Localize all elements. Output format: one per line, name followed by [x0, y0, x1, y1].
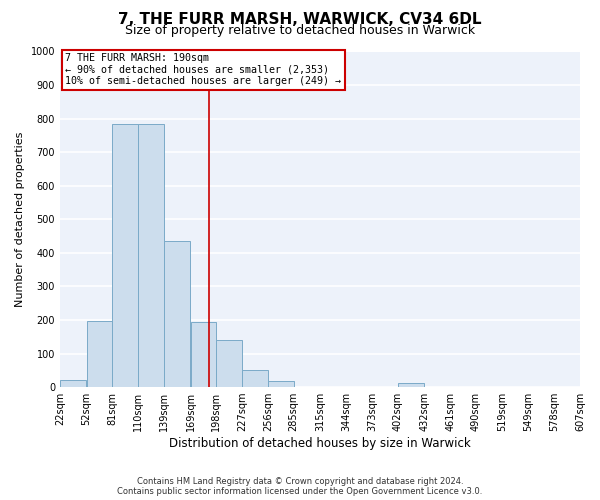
Bar: [242, 370, 268, 387]
Text: 7, THE FURR MARSH, WARWICK, CV34 6DL: 7, THE FURR MARSH, WARWICK, CV34 6DL: [118, 12, 482, 28]
Y-axis label: Number of detached properties: Number of detached properties: [15, 132, 25, 307]
Text: Contains HM Land Registry data © Crown copyright and database right 2024.
Contai: Contains HM Land Registry data © Crown c…: [118, 476, 482, 496]
Bar: [191, 322, 217, 387]
Bar: [60, 380, 86, 387]
Text: Size of property relative to detached houses in Warwick: Size of property relative to detached ho…: [125, 24, 475, 37]
Bar: [86, 322, 112, 387]
Bar: [164, 241, 190, 387]
Bar: [217, 340, 242, 387]
X-axis label: Distribution of detached houses by size in Warwick: Distribution of detached houses by size …: [169, 437, 471, 450]
Bar: [138, 124, 164, 387]
Bar: [112, 124, 138, 387]
Text: 7 THE FURR MARSH: 190sqm
← 90% of detached houses are smaller (2,353)
10% of sem: 7 THE FURR MARSH: 190sqm ← 90% of detach…: [65, 53, 341, 86]
Bar: [268, 381, 294, 387]
Bar: [398, 383, 424, 387]
